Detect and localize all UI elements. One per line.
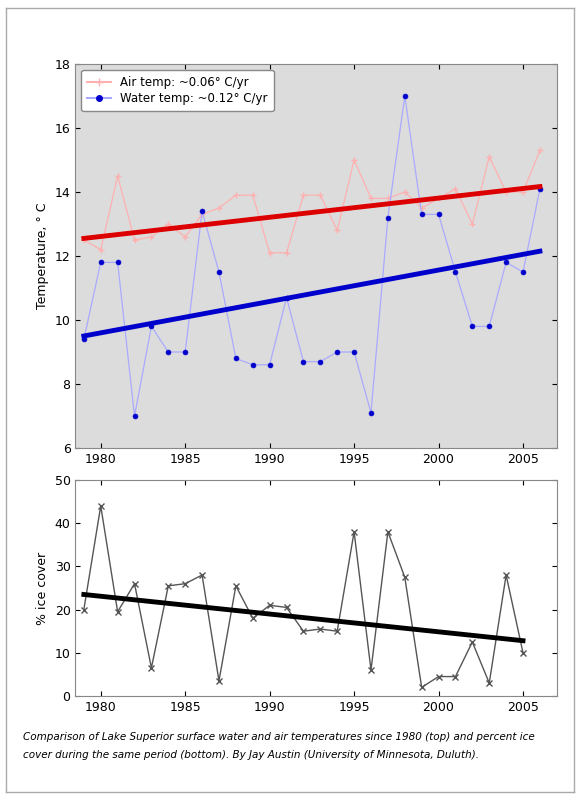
Text: cover during the same period (bottom). By Jay Austin (University of Minnesota, D: cover during the same period (bottom). B… — [23, 750, 479, 760]
Legend: Air temp: ~0.06° C/yr, Water temp: ~0.12° C/yr: Air temp: ~0.06° C/yr, Water temp: ~0.12… — [81, 70, 274, 111]
Y-axis label: % ice cover: % ice cover — [36, 551, 49, 625]
Text: Comparison of Lake Superior surface water and air temperatures since 1980 (top) : Comparison of Lake Superior surface wate… — [23, 732, 535, 742]
Y-axis label: Temperature, ° C: Temperature, ° C — [36, 202, 49, 310]
